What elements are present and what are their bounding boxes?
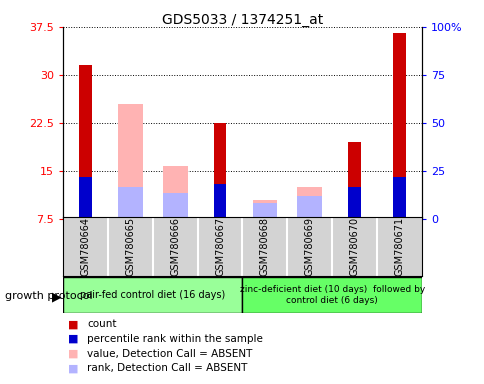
Bar [242,277,421,313]
Bar [393,177,405,219]
Bar [163,193,187,219]
Text: ■: ■ [68,363,78,373]
Text: GSM780667: GSM780667 [214,217,225,276]
Bar [393,33,405,219]
Bar [348,142,360,219]
Text: GSM780665: GSM780665 [125,217,135,276]
Text: GDS5033 / 1374251_at: GDS5033 / 1374251_at [162,13,322,27]
Text: ■: ■ [68,334,78,344]
Text: GSM780668: GSM780668 [259,217,270,276]
Bar [118,187,142,219]
Bar [297,197,321,219]
Bar [252,203,277,219]
Text: growth protocol: growth protocol [5,291,92,301]
Bar [163,166,187,219]
Text: value, Detection Call = ABSENT: value, Detection Call = ABSENT [87,349,252,359]
Text: ▶: ▶ [52,290,62,303]
Bar [118,104,142,219]
Text: GSM780666: GSM780666 [170,217,180,276]
Text: GSM780671: GSM780671 [393,217,404,276]
Text: count: count [87,319,117,329]
Bar [63,277,242,313]
Bar [348,187,360,219]
Text: GSM780669: GSM780669 [304,217,314,276]
Bar [213,184,226,219]
Bar [79,65,91,219]
Text: rank, Detection Call = ABSENT: rank, Detection Call = ABSENT [87,363,247,373]
Text: GSM780664: GSM780664 [80,217,91,276]
Text: ■: ■ [68,349,78,359]
Bar [252,200,277,219]
Bar [297,187,321,219]
Text: zinc-deficient diet (10 days)  followed by
control diet (6 days): zinc-deficient diet (10 days) followed b… [239,285,424,305]
Text: pair-fed control diet (16 days): pair-fed control diet (16 days) [80,290,225,300]
Text: percentile rank within the sample: percentile rank within the sample [87,334,263,344]
Text: GSM780670: GSM780670 [349,217,359,276]
Text: ■: ■ [68,319,78,329]
Bar [213,123,226,219]
Bar [79,177,91,219]
